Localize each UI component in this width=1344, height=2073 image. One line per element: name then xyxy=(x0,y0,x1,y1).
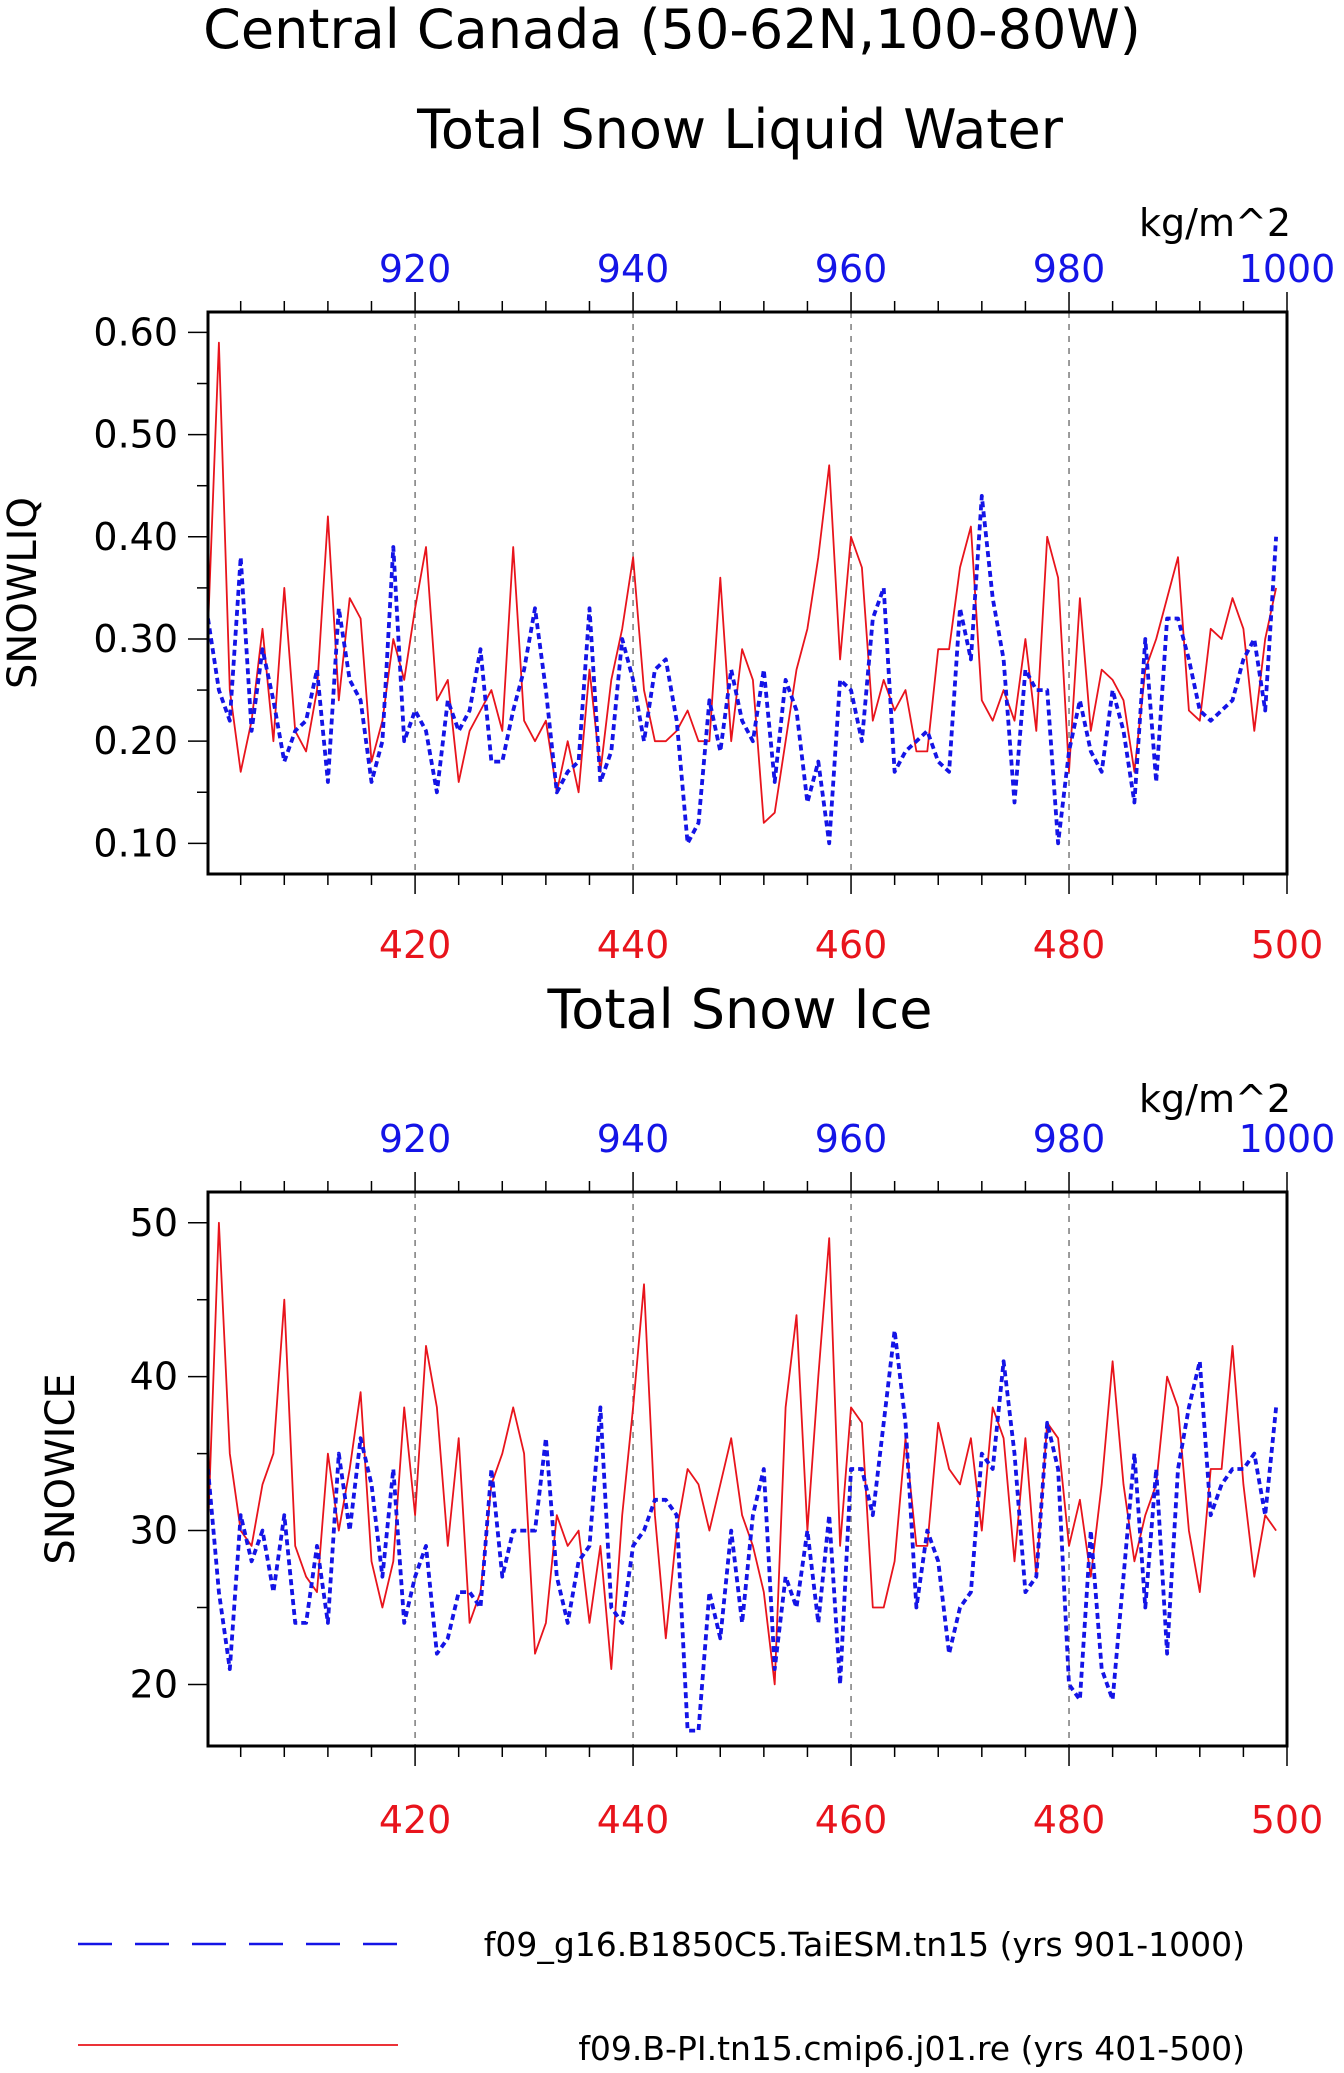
bottom-tick-label: 440 xyxy=(597,923,670,967)
panel-title: Total Snow Liquid Water xyxy=(416,98,1064,161)
panel-title: Total Snow Ice xyxy=(547,978,933,1041)
panel-1: Total Snow Liquid Water kg/m^2 420 440 460 48… xyxy=(0,98,1335,967)
series-line-blue xyxy=(208,1328,1278,1733)
y-tick-label: 0.40 xyxy=(93,515,178,559)
bottom-tick-label: 500 xyxy=(1251,1798,1324,1842)
y-tick-label: 0.10 xyxy=(93,821,178,865)
y-tick-label: 0.30 xyxy=(93,617,178,661)
bottom-tick-label: 480 xyxy=(1033,923,1106,967)
series-line-blue xyxy=(208,493,1278,846)
y-axis-label: SNOWICE xyxy=(38,1373,84,1564)
bottom-tick-label: 420 xyxy=(379,1798,452,1842)
panels: Total Snow Liquid Water kg/m^2 420 440 460 48… xyxy=(0,98,1335,1842)
y-tick-label: 40 xyxy=(130,1355,178,1399)
units-label: kg/m^2 xyxy=(1139,201,1291,245)
y-axis-label: SNOWLIQ xyxy=(0,497,46,689)
top-tick-label: 1000 xyxy=(1239,1117,1336,1161)
bottom-tick-label: 500 xyxy=(1251,923,1324,967)
y-tick-label: 50 xyxy=(130,1201,178,1245)
y-tick-label: 0.50 xyxy=(93,413,178,457)
bottom-tick-label: 420 xyxy=(379,923,452,967)
top-tick-label: 980 xyxy=(1033,1117,1106,1161)
figure-title-line1: Central Canada (50-62N,100-80W) xyxy=(203,0,1141,61)
y-tick-label: 0.20 xyxy=(93,719,178,763)
legend: f09_g16.B1850C5.TaiESM.tn15 (yrs 901-100… xyxy=(78,1925,1245,2068)
y-tick-label: 0.60 xyxy=(93,310,178,354)
bottom-tick-label: 460 xyxy=(815,1798,888,1842)
top-tick-label: 980 xyxy=(1033,247,1106,291)
bottom-tick-label: 460 xyxy=(815,923,888,967)
top-tick-label: 920 xyxy=(379,247,452,291)
top-tick-label: 940 xyxy=(597,247,670,291)
y-tick-label: 20 xyxy=(130,1662,178,1706)
legend-label: f09_g16.B1850C5.TaiESM.tn15 (yrs 901-100… xyxy=(484,1925,1245,1964)
y-tick-label: 30 xyxy=(130,1509,178,1553)
top-tick-label: 940 xyxy=(597,1117,670,1161)
top-tick-label: 960 xyxy=(815,1117,888,1161)
bottom-tick-label: 480 xyxy=(1033,1798,1106,1842)
plot-frame xyxy=(206,310,1289,876)
units-label: kg/m^2 xyxy=(1139,1077,1291,1121)
bottom-tick-label: 440 xyxy=(597,1798,670,1842)
plot-frame xyxy=(206,1190,1289,1748)
legend-label: f09.B-PI.tn15.cmip6.j01.re (yrs 401-500) xyxy=(578,2029,1245,2068)
top-tick-label: 1000 xyxy=(1239,247,1336,291)
series-line-red xyxy=(208,1221,1277,1686)
top-tick-label: 920 xyxy=(379,1117,452,1161)
top-tick-label: 960 xyxy=(815,247,888,291)
panel-2: Total Snow Ice kg/m^2 420 440 460 480 500 920 94… xyxy=(38,978,1335,1842)
